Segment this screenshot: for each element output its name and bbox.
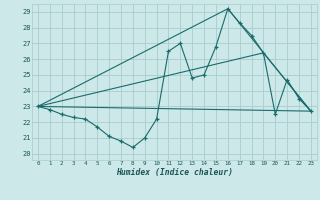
- X-axis label: Humidex (Indice chaleur): Humidex (Indice chaleur): [116, 168, 233, 177]
